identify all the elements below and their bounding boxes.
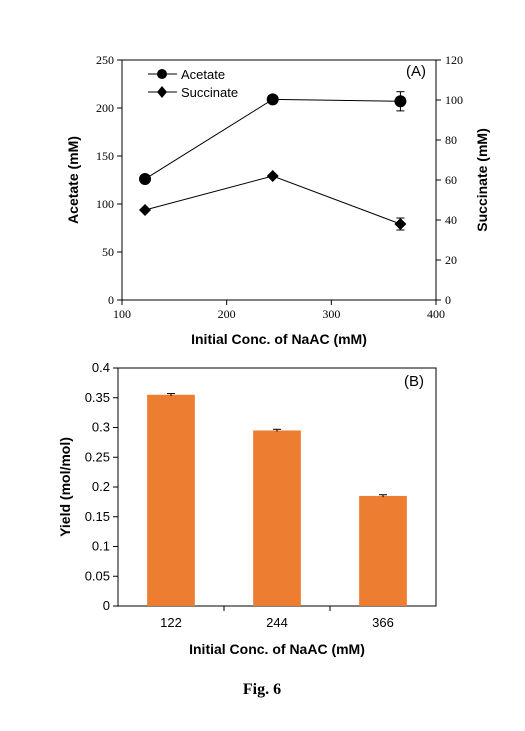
chart-a-y2-tick-label: 100 <box>445 93 463 107</box>
chart-a-x-tick-label: 100 <box>113 307 131 321</box>
chart-a-y2-tick-label: 20 <box>445 253 457 267</box>
series-succinate-point <box>139 204 152 216</box>
chart-a-y-tick-label: 100 <box>96 197 114 211</box>
chart-a-ylabel: Acetate (mM) <box>65 136 81 224</box>
chart-b-panel-label: (B) <box>404 373 424 390</box>
chart-b-bars <box>147 393 407 606</box>
chart-a-x-tick-label: 400 <box>427 307 445 321</box>
chart-b-y-tick-label: 0.25 <box>85 449 110 464</box>
chart-a-y-tick-label: 150 <box>96 149 114 163</box>
chart-b-ylabel: Yield (mol/mol) <box>57 437 73 537</box>
bar-244 <box>253 430 301 606</box>
chart-a-panel-label: (A) <box>406 63 426 80</box>
chart-a-y2-tick-label: 60 <box>445 173 457 187</box>
figure-caption: Fig. 6 <box>243 681 281 698</box>
chart-a-x-tick-label: 300 <box>322 307 340 321</box>
chart-a-xlabel: Initial Conc. of NaAC (mM) <box>191 331 367 347</box>
bar-366 <box>359 495 407 606</box>
chart-a-plot-area <box>121 59 437 301</box>
chart-a-y2-tick-label: 0 <box>445 293 451 307</box>
legend-acetate-label: Acetate <box>181 67 225 82</box>
chart-b-y-tick-label: 0.2 <box>92 479 110 494</box>
chart-a-y2label: Succinate (mM) <box>474 128 490 231</box>
chart-b-y-tick-label: 0.4 <box>92 360 110 375</box>
chart-a-y2-tick-label: 120 <box>445 53 463 67</box>
chart-a-x-tick-label: 200 <box>218 307 236 321</box>
chart-a-y2-tick-label: 80 <box>445 133 457 147</box>
chart-b-xlabel: Initial Conc. of NaAC (mM) <box>189 641 365 657</box>
bar-122 <box>147 394 195 606</box>
chart-a-legend: Acetate Succinate <box>148 67 238 100</box>
chart-a-y-tick-label: 0 <box>108 293 114 307</box>
series-acetate-line <box>144 98 401 180</box>
chart-b-y-tick-label: 0.3 <box>92 420 110 435</box>
chart-b-ticks: 0 0.05 0.1 0.15 0.2 0.25 0.3 0.35 0.4 122 244 366 <box>85 360 394 630</box>
chart-a-y-tick-label: 50 <box>102 245 114 259</box>
chart-a-y-tick-label: 200 <box>96 101 114 115</box>
legend-acetate-marker <box>157 69 167 79</box>
chart-a-series <box>139 91 407 231</box>
series-succinate-point <box>394 218 407 230</box>
chart-b-y-tick-label: 0.15 <box>85 509 110 524</box>
chart-b-x-tick-label: 366 <box>372 615 394 630</box>
legend-succinate-marker <box>157 86 167 98</box>
series-succinate-line <box>144 175 401 225</box>
chart-a-ticks: 100 200 300 4000501001502002500204060801001… <box>96 53 463 321</box>
series-acetate-point <box>394 95 407 108</box>
series-acetate-point <box>139 173 152 186</box>
chart-a-y2-tick-label: 40 <box>445 213 457 227</box>
chart-a: 100 200 300 4000501001502002500204060801001… <box>65 53 490 347</box>
chart-b-y-tick-label: 0 <box>103 598 110 613</box>
chart-b-y-tick-label: 0.1 <box>92 539 110 554</box>
chart-b: 0 0.05 0.1 0.15 0.2 0.25 0.3 0.35 0.4 122 244 366 (… <box>57 360 437 657</box>
chart-b-x-tick-label: 122 <box>160 615 182 630</box>
chart-b-y-tick-label: 0.35 <box>85 390 110 405</box>
chart-a-y-tick-label: 250 <box>96 53 114 67</box>
series-acetate-point <box>266 93 279 106</box>
chart-b-x-tick-label: 244 <box>266 615 288 630</box>
series-succinate-point <box>266 170 279 182</box>
chart-b-y-tick-label: 0.05 <box>85 568 110 583</box>
legend-succinate-label: Succinate <box>181 85 238 100</box>
